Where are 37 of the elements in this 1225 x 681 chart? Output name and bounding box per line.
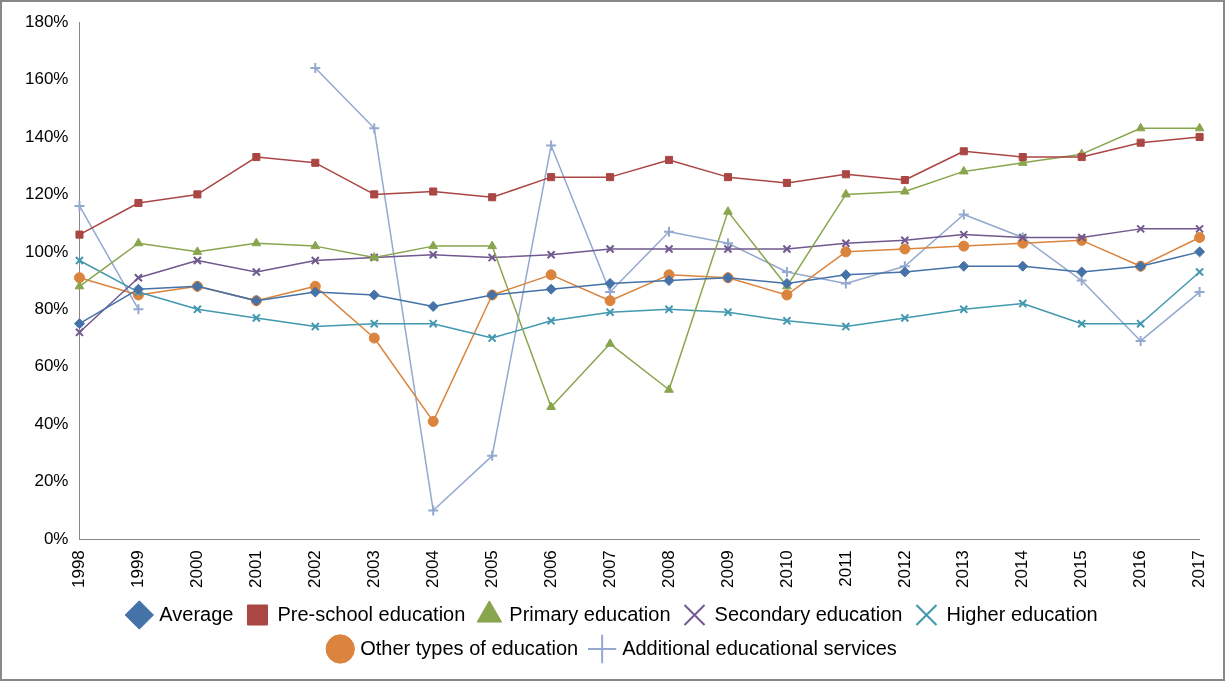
- legend-label: Other types of education: [360, 636, 579, 659]
- x-tick-label: 2007: [599, 550, 619, 589]
- x-tick-label: 2004: [422, 550, 442, 589]
- y-tick-label: 160%: [25, 69, 69, 89]
- y-tick-label: 80%: [34, 299, 69, 319]
- x-tick-label: 2016: [1130, 550, 1150, 589]
- y-tick-label: 180%: [25, 11, 69, 31]
- x-tick-label: 1998: [69, 550, 89, 589]
- x-tick-label: 1999: [128, 550, 148, 589]
- y-tick-label: 120%: [25, 184, 69, 204]
- legend-label: Average: [159, 602, 234, 625]
- y-tick-label: 100%: [25, 241, 69, 261]
- y-tick-label: 60%: [34, 356, 69, 376]
- y-tick-label: 0%: [43, 528, 69, 548]
- x-tick-label: 2000: [187, 550, 207, 589]
- x-tick-label: 2005: [481, 550, 501, 589]
- legend-label: Pre-school education: [277, 602, 466, 625]
- y-tick-label: 20%: [34, 471, 69, 491]
- x-tick-label: 2002: [304, 550, 324, 589]
- x-tick-label: 2010: [776, 550, 796, 589]
- x-tick-label: 2017: [1189, 550, 1209, 589]
- x-tick-label: 2009: [717, 550, 737, 589]
- legend-label: Secondary education: [714, 602, 903, 625]
- legend-label: Higher education: [946, 602, 1098, 625]
- x-tick-label: 2006: [540, 550, 560, 589]
- legend-label: Primary education: [509, 602, 671, 625]
- x-tick-label: 2003: [363, 550, 383, 589]
- x-tick-label: 2001: [246, 550, 266, 589]
- y-tick-label: 40%: [34, 413, 69, 433]
- x-tick-label: 2008: [658, 550, 678, 589]
- x-tick-label: 2013: [953, 550, 973, 589]
- x-tick-label: 2014: [1012, 550, 1032, 589]
- y-tick-label: 140%: [25, 126, 69, 146]
- x-tick-label: 2011: [835, 550, 855, 587]
- x-tick-label: 2015: [1071, 550, 1091, 589]
- x-tick-label: 2012: [894, 550, 914, 589]
- legend-label: Additional educational services: [622, 636, 897, 659]
